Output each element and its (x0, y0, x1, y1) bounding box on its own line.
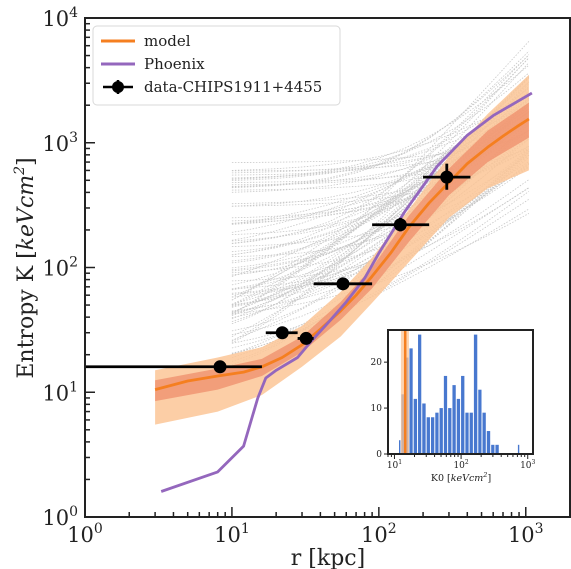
legend-phoenix-label: Phoenix (144, 55, 205, 73)
posterior-sample-line (231, 76, 530, 344)
posterior-sample-line (231, 111, 530, 277)
inset-frame (387, 329, 534, 455)
histogram-bar (426, 417, 430, 454)
posterior-sample-line (231, 50, 530, 189)
y-tick-label: 102 (42, 255, 78, 281)
inset-k0-marker (400, 330, 409, 454)
histogram-bar (399, 440, 401, 454)
data-point (336, 277, 350, 291)
inset-x-tick-label: 103 (520, 459, 535, 471)
posterior-sample-line (231, 148, 530, 319)
posterior-sample-line (231, 154, 530, 271)
histogram-bar (469, 412, 473, 454)
inset-y-tick-label: 10 (371, 404, 383, 414)
y-tick-label: 104 (42, 5, 78, 31)
histogram-bar (495, 444, 499, 454)
inset-histogram-bars (399, 334, 520, 454)
model-line (154, 117, 530, 391)
x-axis-ticks: 100 101 102 103 (67, 507, 571, 547)
histogram-bar (443, 375, 448, 454)
posterior-sample-line (231, 152, 530, 282)
histogram-bar (473, 334, 478, 454)
posterior-sample-line (231, 108, 530, 301)
y-tick-label: 100 (42, 504, 78, 530)
legend-box (92, 25, 341, 106)
histogram-bar (413, 398, 418, 454)
histogram-bar (465, 412, 469, 454)
histogram-bar (448, 408, 452, 454)
histogram-bar (478, 389, 482, 454)
inset-x-tick-label: 101 (387, 459, 402, 471)
posterior-sample-line (231, 92, 530, 171)
legend-data-marker (112, 81, 124, 93)
phoenix-line (160, 91, 533, 493)
data-errorbars (85, 163, 471, 374)
histogram-bar (422, 403, 426, 454)
posterior-sample-line (231, 57, 530, 245)
posterior-sample-line (231, 129, 530, 191)
x-tick-label: 101 (214, 521, 250, 547)
y-axis-label: Entropy K [keVcm2] (12, 157, 39, 378)
histogram-bar (435, 412, 439, 454)
histogram-bar (430, 417, 435, 454)
data-point (393, 218, 407, 232)
legend: model Phoenix data-CHIPS1911+4455 (92, 25, 341, 106)
histogram-bar (452, 385, 456, 454)
y-tick-label: 103 (42, 130, 78, 156)
posterior-sample-line (231, 85, 530, 342)
inset-y-tick-label: 0 (376, 450, 382, 460)
posterior-sample-line (231, 98, 530, 241)
x-tick-label: 100 (67, 521, 103, 547)
posterior-sample-line (231, 108, 530, 176)
histogram-bar (482, 412, 486, 454)
model-band-inner (155, 102, 529, 402)
histogram-bar (418, 334, 422, 454)
x-axis-label: r [kpc] (291, 546, 365, 569)
x-tick-label: 103 (508, 521, 544, 547)
posterior-sample-line (231, 119, 530, 313)
histogram-bar (517, 444, 520, 454)
posterior-sample-line (231, 81, 530, 314)
data-point (440, 170, 454, 184)
posterior-sample-line (231, 146, 530, 224)
posterior-sample-line (231, 41, 530, 306)
legend-data-label: data-CHIPS1911+4455 (144, 78, 322, 96)
data-point (275, 326, 289, 340)
y-axis-ticks: 100 101 102 103 104 (42, 5, 95, 530)
posterior-sample-line (231, 149, 530, 225)
inset-axis-ticks: 0 10 20 101 102 103 (371, 358, 536, 471)
posterior-sample-line (231, 83, 530, 305)
legend-model-label: model (144, 32, 191, 50)
y-tick-label: 101 (42, 379, 78, 405)
inset-x-axis-label: K0 [keVcm2] (431, 471, 491, 484)
posterior-sample-line (231, 179, 530, 312)
posterior-sample-line (231, 166, 530, 291)
data-point (213, 360, 227, 374)
inset-y-tick-label: 20 (371, 358, 383, 368)
posterior-sample-line (231, 72, 530, 179)
histogram-bar (456, 398, 461, 454)
posterior-sample-line (231, 62, 530, 325)
inset-x-tick-label: 102 (453, 459, 468, 471)
model-uncertainty-bands (155, 74, 529, 425)
posterior-sample-line (231, 54, 530, 256)
histogram-bar (439, 408, 443, 454)
histogram-bar (461, 375, 465, 454)
model-lines (154, 91, 533, 493)
posterior-sample-line (231, 122, 530, 256)
histogram-bar (491, 444, 495, 454)
data-point (299, 331, 313, 345)
histogram-bar (409, 348, 413, 454)
histogram-bar (486, 431, 491, 454)
posterior-sample-line (231, 57, 530, 286)
x-tick-label: 102 (361, 521, 397, 547)
k0-histogram-inset: 0 10 20 101 102 103 K0 [keVcm2] (371, 329, 536, 484)
